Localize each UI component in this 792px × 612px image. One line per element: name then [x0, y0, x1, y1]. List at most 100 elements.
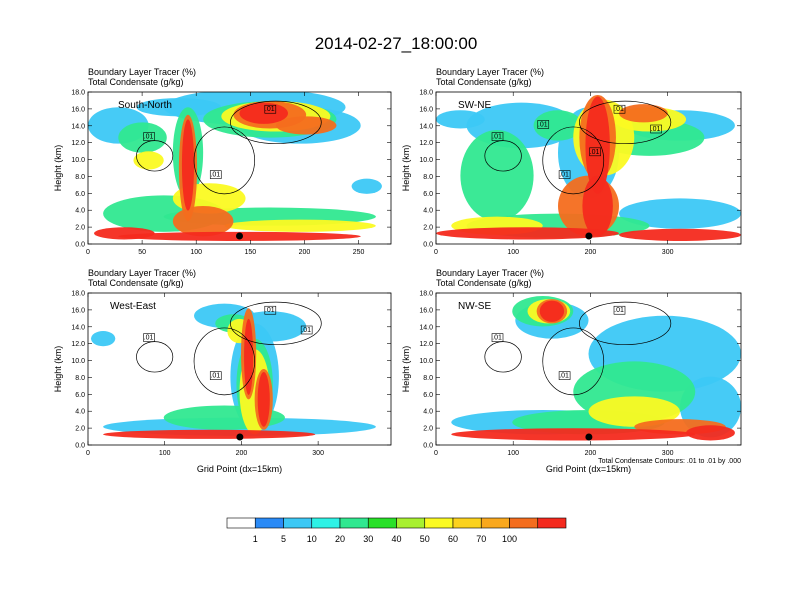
field-blob [451, 428, 696, 441]
colorbar-label: 10 [307, 534, 317, 544]
contour-label-box [613, 305, 626, 315]
field-blob [133, 151, 164, 170]
y-tick-label: 12.0 [71, 140, 85, 147]
colorbar-swatch [254, 517, 284, 529]
contour-label-box [558, 170, 571, 179]
y-tick-label: 4.0 [423, 208, 433, 215]
panel-frame [435, 292, 742, 446]
colorbar-label: 40 [391, 534, 401, 544]
location-marker [585, 433, 593, 441]
y-tick-label: 16.0 [71, 106, 85, 113]
field-blob [118, 122, 167, 153]
y-tick-label: 6.0 [75, 191, 85, 198]
y-tick-label: 10.0 [71, 157, 85, 164]
y-tick-label: 4.0 [75, 409, 85, 416]
y-axis-label: Height (km) [53, 346, 63, 393]
panel-frame [87, 91, 392, 245]
colorbar-swatch [537, 517, 567, 529]
panel-frame [87, 292, 392, 446]
colorbar-label: 30 [363, 534, 373, 544]
field-blob [533, 110, 583, 141]
contour-label-box [613, 104, 626, 114]
contour-label-box [143, 132, 155, 141]
contour-label: .01 [210, 172, 220, 179]
contour-label-box [558, 371, 571, 380]
y-tick-label: 18.0 [71, 291, 85, 298]
x-tick-label: 0 [86, 249, 90, 256]
field-shading [88, 293, 391, 445]
contour-label: .01 [538, 121, 548, 128]
x-tick-label: 300 [312, 450, 324, 457]
field-blob [539, 300, 565, 322]
y-tick-label: 14.0 [71, 324, 85, 331]
colorbar-label: 20 [335, 534, 345, 544]
y-tick-label: 4.0 [423, 409, 433, 416]
contour-label: .01 [265, 307, 275, 314]
x-tick-label: 200 [236, 450, 248, 457]
colorbar-label: 70 [476, 534, 486, 544]
colorbar-label: 5 [281, 534, 286, 544]
contour-label: .01 [590, 149, 600, 156]
colorbar: 1 5 10 20 30 40 50 60 70 100 [226, 517, 567, 544]
x-tick-label: 200 [299, 249, 311, 256]
y-tick-label: 14.0 [419, 324, 433, 331]
y-tick-label: 8.0 [423, 375, 433, 382]
contour-label-box [209, 371, 222, 380]
panels: Boundary Layer Tracer (%)Total Condensat… [53, 67, 742, 474]
y-tick-label: 2.0 [75, 426, 85, 433]
y-axis-label: Height (km) [53, 145, 63, 192]
field-blob [619, 198, 741, 229]
field-blob [619, 228, 741, 241]
panel-west-east: Boundary Layer Tracer (%)Total Condensat… [53, 268, 392, 474]
field-blob [91, 331, 116, 347]
colorbar-swatch [226, 517, 256, 529]
x-tick-label: 150 [244, 249, 256, 256]
contour-label: .01 [492, 134, 502, 141]
condensate-contour [230, 301, 322, 346]
colorbar-swatch [509, 517, 539, 529]
condensate-contour [542, 126, 605, 195]
y-tick-label: 2.0 [75, 225, 85, 232]
field-blob [275, 116, 337, 135]
y-tick-label: 2.0 [423, 426, 433, 433]
condensate-contour [230, 100, 322, 145]
y-tick-label: 2.0 [423, 225, 433, 232]
y-tick-label: 0.0 [423, 242, 433, 249]
condensate-contour [578, 301, 672, 346]
colorbar-swatch [452, 517, 482, 529]
contour-label-box [209, 170, 222, 179]
field-blob [103, 429, 316, 439]
field-blob [460, 130, 534, 222]
panel-nw-se: Boundary Layer Tracer (%)Total Condensat… [401, 268, 742, 474]
condensate-contour [578, 100, 672, 145]
y-tick-label: 16.0 [419, 307, 433, 314]
main-title: 2014-02-27_18:00:00 [315, 34, 478, 53]
y-tick-label: 8.0 [423, 174, 433, 181]
y-tick-label: 0.0 [423, 443, 433, 450]
y-tick-label: 16.0 [419, 106, 433, 113]
condensate-contour [193, 126, 256, 195]
contour-label-box [143, 333, 155, 342]
field-blob [585, 96, 610, 194]
y-tick-label: 18.0 [419, 291, 433, 298]
panel-subtitle-tracer: Boundary Layer Tracer (%) [88, 67, 196, 77]
x-tick-label: 100 [159, 450, 171, 457]
panel-subtitle-condensate: Total Condensate (g/kg) [88, 278, 184, 288]
field-blob [582, 175, 613, 237]
contour-label-box [491, 132, 504, 141]
contour-label-box [264, 305, 277, 315]
y-tick-label: 12.0 [419, 140, 433, 147]
x-tick-label: 100 [507, 450, 519, 457]
panel-subtitle-condensate: Total Condensate (g/kg) [436, 77, 532, 87]
field-blob [257, 372, 270, 427]
panel-south-north: Boundary Layer Tracer (%)Total Condensat… [53, 67, 392, 256]
contour-label: .01 [210, 373, 220, 380]
field-blob [224, 219, 376, 232]
contour-label: .01 [301, 327, 311, 334]
field-blob [619, 104, 668, 123]
panel-subtitle-tracer: Boundary Layer Tracer (%) [436, 67, 544, 77]
contour-label-box [537, 120, 550, 129]
y-tick-label: 14.0 [419, 123, 433, 130]
contour-label: .01 [559, 373, 569, 380]
x-tick-label: 0 [86, 450, 90, 457]
